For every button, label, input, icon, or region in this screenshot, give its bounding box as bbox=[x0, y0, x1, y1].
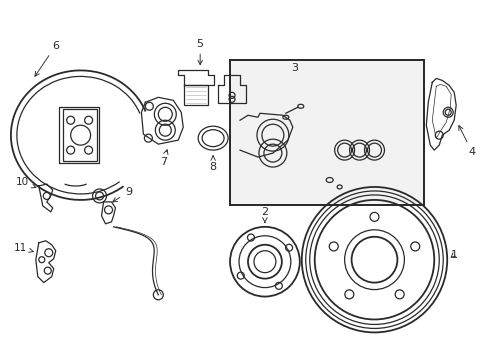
Text: 7: 7 bbox=[160, 150, 168, 167]
Text: 11: 11 bbox=[14, 243, 33, 253]
Text: 5: 5 bbox=[196, 39, 204, 65]
Text: 9: 9 bbox=[113, 187, 132, 202]
Bar bbox=[230, 60, 424, 205]
Text: 3: 3 bbox=[292, 63, 298, 73]
Bar bbox=[184, 85, 208, 105]
Text: 1: 1 bbox=[451, 250, 458, 260]
Text: 10: 10 bbox=[16, 177, 36, 188]
Text: 6: 6 bbox=[35, 41, 59, 76]
Bar bbox=[230, 60, 424, 205]
Text: 8: 8 bbox=[210, 156, 217, 172]
Bar bbox=[63, 109, 97, 161]
Text: 4: 4 bbox=[459, 126, 476, 157]
Text: 2: 2 bbox=[261, 207, 269, 222]
